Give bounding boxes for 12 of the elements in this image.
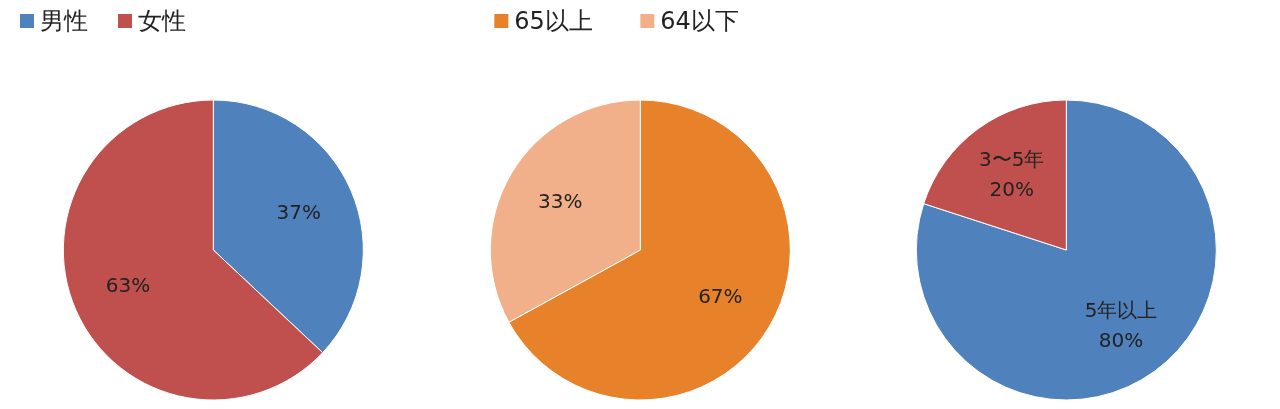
legend-label: 女性 [138, 7, 186, 35]
data-label: 67% [697, 283, 743, 308]
data-label: 33% [537, 189, 583, 214]
data-label: 20% [989, 177, 1035, 202]
slice-label: 3〜5年 [979, 147, 1045, 172]
data-label: 37% [276, 199, 321, 224]
legend-label: 男性 [40, 7, 88, 35]
legend-label: 64以下 [659, 7, 739, 35]
data-label: 80% [1099, 327, 1144, 352]
legend-label: 65以上 [513, 7, 593, 35]
slice-label: 5年以上 [1084, 297, 1158, 322]
data-label: 63% [105, 273, 151, 298]
